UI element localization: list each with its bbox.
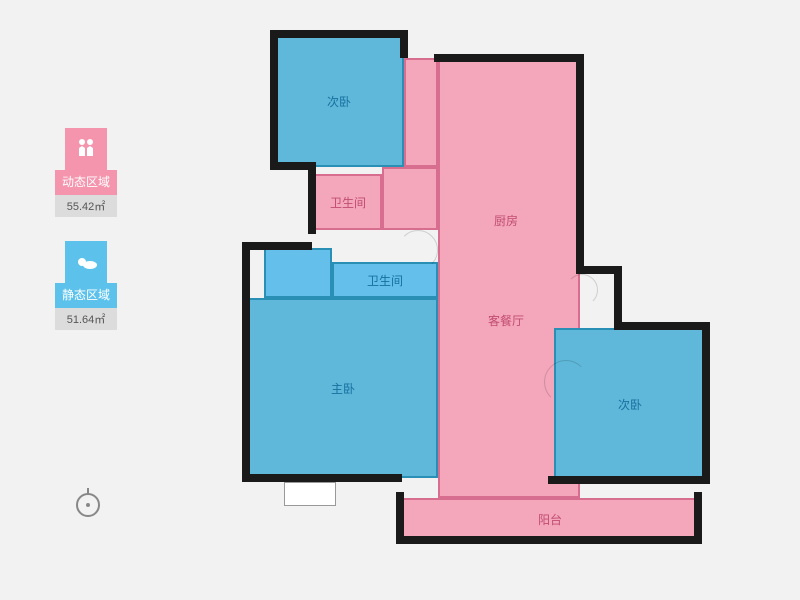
wall-0 [270,30,408,38]
room-sec_bed_top: 次卧 [274,35,404,167]
legend-dynamic: 动态区域 55.42㎡ [55,128,117,217]
legend-dynamic-title: 动态区域 [55,170,117,195]
wall-1 [270,30,278,170]
wall-17 [400,30,408,58]
wall-8 [548,476,710,484]
wall-7 [702,322,710,484]
wall-12 [242,242,250,482]
floor-plan: 次卧卫生间卫生间主卧次卧阳台厨房客餐厅 [248,30,708,570]
legend-dynamic-value: 55.42㎡ [55,195,117,217]
wall-16 [270,162,316,170]
room-corridor_top [404,58,438,167]
wall-14 [242,242,312,250]
wall-10 [396,536,702,544]
balcony-rail [284,482,336,506]
legend-static-title: 静态区域 [55,283,117,308]
legend-static: 静态区域 51.64㎡ [55,241,117,330]
people-icon [65,128,107,170]
wall-15 [308,166,316,234]
sleep-icon [65,241,107,283]
wall-5 [614,266,622,326]
wall-6 [614,322,710,330]
wall-3 [576,54,584,270]
room-bath2: 卫生间 [332,262,438,298]
room-master: 主卧 [248,298,438,478]
wall-2 [434,54,584,62]
legend-panel: 动态区域 55.42㎡ 静态区域 51.64㎡ [55,128,117,354]
room-master_small [264,248,332,298]
room-balcony: 阳台 [402,498,698,540]
wall-13 [242,474,402,482]
legend-static-value: 51.64㎡ [55,308,117,330]
wall-11 [694,492,702,544]
room-gap_top [382,167,438,230]
compass-icon [75,488,101,514]
room-bath_top: 卫生间 [314,174,382,230]
room-sec_bed_r: 次卧 [554,328,706,480]
